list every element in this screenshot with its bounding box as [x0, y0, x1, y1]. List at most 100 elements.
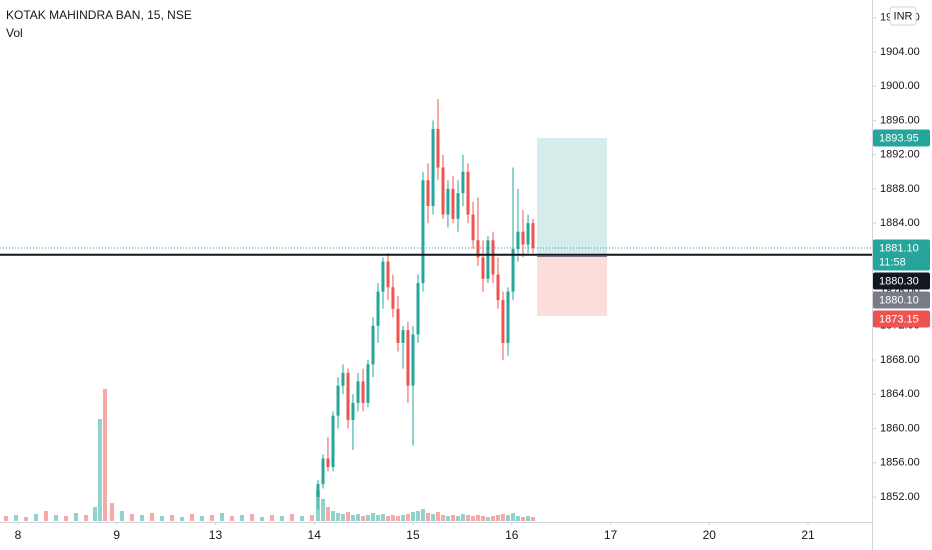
candle-body [516, 231, 520, 249]
stop-price-label: 1873.15 [879, 313, 919, 325]
candle-body [521, 231, 525, 245]
volume-bar [511, 513, 516, 521]
y-tick-label: 1864.00 [880, 388, 920, 400]
candle-body [496, 274, 500, 301]
crosshair-price-label-bg [873, 272, 930, 290]
y-tick-label: 1884.00 [880, 217, 920, 229]
volume-bar [250, 514, 255, 521]
volume-bar [521, 517, 526, 521]
volume-bar [97, 419, 102, 521]
candle-body [401, 330, 405, 343]
candle-body [341, 372, 345, 386]
volume-bar [376, 515, 381, 521]
volume-bar [500, 514, 505, 521]
volume-bar [416, 511, 421, 521]
y-tick-label: 1892.00 [880, 149, 920, 161]
y-tick-label: 1888.00 [880, 183, 920, 195]
candle-body [411, 334, 415, 386]
candle-body [431, 128, 435, 207]
candle-body [506, 291, 510, 343]
volume-bar [73, 513, 78, 521]
volume-bar [346, 512, 351, 521]
volume-bar [169, 515, 174, 521]
y-tick-label: 1896.00 [880, 114, 920, 126]
volume-bar [309, 515, 314, 521]
currency-badge-bg [889, 6, 917, 26]
candle-body [426, 180, 430, 207]
volume-bar [505, 515, 510, 521]
x-tick-label: 9 [113, 528, 120, 542]
volume-bar [450, 515, 455, 521]
volume-bar [410, 512, 415, 521]
volume-bar [290, 514, 295, 521]
volume-bar [526, 516, 531, 521]
volume-bar [13, 515, 18, 521]
candle-body [451, 188, 455, 219]
candle-body [386, 261, 390, 288]
target-price-label-bg [873, 129, 930, 147]
volume-bar [140, 515, 145, 521]
volume-bar [426, 513, 431, 521]
candle-body [476, 240, 480, 258]
volume-bar [475, 515, 480, 521]
candle-body [456, 193, 460, 219]
volume-bar [460, 514, 465, 521]
candle-body [436, 128, 440, 168]
volume-bar [496, 515, 501, 521]
candle-body [526, 223, 530, 245]
candle-body [326, 458, 330, 468]
volume-bar [63, 516, 68, 521]
volume-bar [219, 513, 224, 521]
candle-body [416, 283, 420, 335]
candle-body [331, 415, 335, 468]
y-tick-label: 1904.00 [880, 46, 920, 58]
volume-bar [109, 503, 114, 521]
x-tick-label: 14 [308, 528, 322, 542]
volume-bar [395, 516, 400, 521]
volume-bar [445, 516, 450, 521]
x-tick-label: 15 [406, 528, 420, 542]
candle-body [461, 171, 465, 194]
volume-bar [159, 516, 164, 521]
volume-bar [456, 516, 461, 521]
volume-bar [390, 515, 395, 521]
volume-bar [3, 516, 8, 521]
volume-bar [23, 517, 28, 521]
volume-bar [361, 516, 366, 521]
volume-bar [336, 513, 341, 521]
volume-bar [370, 513, 375, 521]
volume-bar [485, 517, 490, 521]
volume-bar [515, 516, 520, 521]
volume-bar [210, 515, 215, 521]
volume-bar [259, 517, 264, 521]
y-tick-label: 1852.00 [880, 491, 920, 503]
candle-body [491, 240, 495, 275]
candle-body [376, 291, 380, 326]
volume-bar [189, 514, 194, 521]
volume-bar [119, 511, 124, 521]
crosshair-price-label: 1880.30 [879, 275, 919, 287]
candle-body [346, 372, 350, 420]
candle-body [441, 167, 445, 215]
volume-bar [180, 517, 185, 521]
target-price-label: 1893.95 [879, 132, 919, 144]
x-tick-label: 13 [209, 528, 223, 542]
volume-bar [129, 514, 134, 521]
candle-body [486, 240, 490, 279]
volume-bar [380, 514, 385, 521]
volume-bar [325, 507, 330, 521]
volume-bar [239, 515, 244, 521]
volume-bar [102, 389, 107, 521]
candle-body [336, 385, 340, 416]
chart-title: KOTAK MAHINDRA BAN, 15, NSE [6, 8, 192, 22]
candle-body [366, 364, 370, 403]
volume-bar [481, 516, 486, 521]
y-tick-label: 1860.00 [880, 422, 920, 434]
candle-body [321, 458, 325, 485]
volume-bar [490, 516, 495, 521]
volume-bar [149, 513, 154, 521]
position-profit-zone [537, 137, 608, 257]
volume-bar [340, 514, 345, 521]
x-tick-label: 20 [703, 528, 717, 542]
